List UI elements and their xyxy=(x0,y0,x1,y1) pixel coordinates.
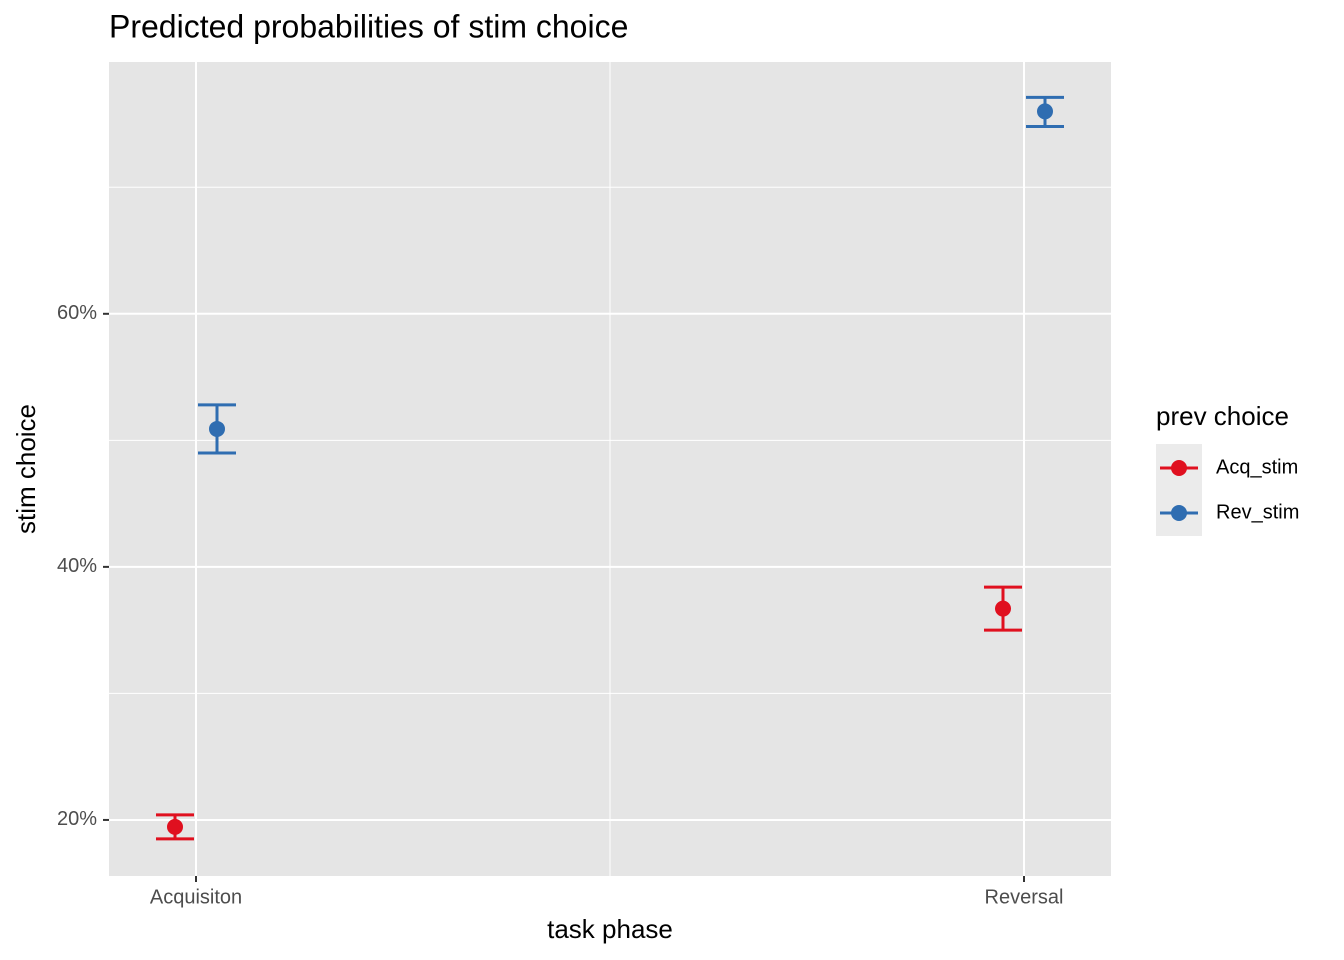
legend-title: prev choice xyxy=(1156,401,1289,431)
point xyxy=(995,600,1011,617)
point xyxy=(209,420,225,437)
x-tick-label: Acquisiton xyxy=(150,886,242,908)
x-axis-title: task phase xyxy=(547,914,673,944)
chart-title: Predicted probabilities of stim choice xyxy=(109,8,628,44)
y-tick-label: 40% xyxy=(57,555,97,577)
legend-key-point xyxy=(1171,505,1187,521)
y-tick-label: 60% xyxy=(57,302,97,324)
x-tick-label: Reversal xyxy=(985,886,1064,908)
y-axis-title: stim choice xyxy=(11,404,41,534)
point xyxy=(167,818,183,835)
y-tick-label: 20% xyxy=(57,808,97,830)
legend-key-point xyxy=(1171,460,1187,476)
legend-label: Rev_stim xyxy=(1216,501,1299,523)
point xyxy=(1037,103,1053,120)
legend-label: Acq_stim xyxy=(1216,456,1298,478)
legend-key-bg xyxy=(1156,444,1202,536)
